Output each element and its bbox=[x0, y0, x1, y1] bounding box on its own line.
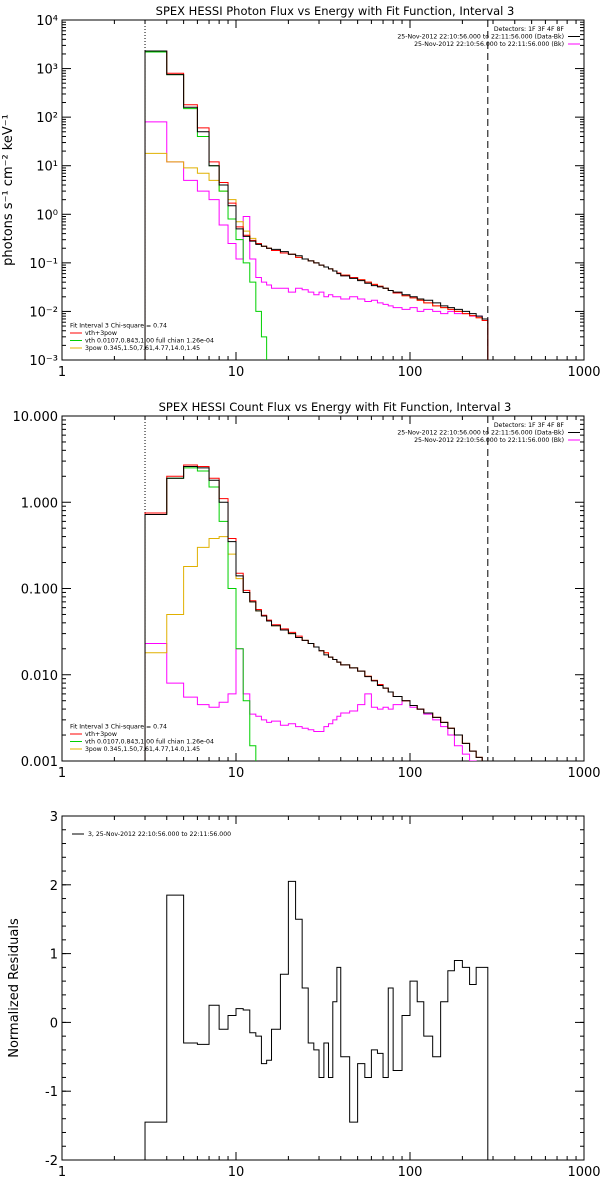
legend-bottom-left-entry: Fit Interval 3 Chi-square = 0.74 bbox=[70, 323, 167, 330]
legend-bottom-left-entry: vth+3pow bbox=[85, 731, 117, 738]
photon-flux-panel: SPEX HESSI Photon Flux vs Energy with Fi… bbox=[1, 4, 585, 361]
y-tick-label: 2 bbox=[50, 879, 58, 894]
x-tick-label: 10 bbox=[228, 766, 245, 781]
legend-top-right-entry: 25-Nov-2012 22:10:56.000 to 22:11:56.000… bbox=[397, 430, 564, 437]
residuals-y-axis-label: Normalized Residuals bbox=[7, 918, 22, 1058]
series-vth-3pow bbox=[144, 50, 489, 360]
y-tick-label: 10¹ bbox=[36, 160, 58, 175]
legend-top-right-entry: 25-Nov-2012 22:10:56.000 to 22:11:56.000… bbox=[397, 34, 564, 41]
photon-plot-frame bbox=[61, 19, 585, 361]
x-tick-label: 1000 bbox=[567, 365, 600, 380]
x-tick-label: 100 bbox=[398, 365, 423, 380]
x-tick-label: 1 bbox=[58, 365, 66, 380]
chart-count-marks: 1 10 100 1000 0.001 0.010 0.100 1.000 10.000 Dete… bbox=[13, 410, 600, 781]
y-tick-label: 0.010 bbox=[21, 669, 58, 684]
x-tick-label: 10 bbox=[228, 1165, 245, 1180]
series-3-25-nov-2012-22-10-56-000-to-22-11-56-000 bbox=[144, 880, 489, 1160]
x-tick-label: 1 bbox=[58, 766, 66, 781]
count-plot-frame bbox=[61, 415, 585, 762]
series-vth bbox=[144, 467, 489, 761]
chart-count-series bbox=[144, 464, 489, 761]
y-tick-label: 0.001 bbox=[21, 755, 58, 770]
y-tick-label: -1 bbox=[45, 1085, 58, 1100]
series-data-bk bbox=[144, 50, 489, 360]
y-tick-label: 1 bbox=[50, 948, 58, 963]
y-tick-label: 3 bbox=[50, 810, 58, 825]
chart-resid-series bbox=[144, 880, 489, 1160]
legend-top-left-entry: 3, 25-Nov-2012 22:10:56.000 to 22:11:56.… bbox=[88, 831, 231, 838]
legend-bottom-left-entry: vth 0.0107,0.843,1.00 full chian 1.26e-0… bbox=[85, 338, 214, 345]
series-3pow bbox=[144, 536, 488, 761]
count-flux-panel: SPEX HESSI Count Flux vs Energy with Fit… bbox=[61, 400, 585, 762]
y-tick-label: -2 bbox=[45, 1154, 58, 1169]
series-vth bbox=[144, 51, 489, 360]
x-tick-label: 1 bbox=[58, 1165, 66, 1180]
legend-bottom-left-entry: Fit Interval 3 Chi-square = 0.74 bbox=[70, 724, 167, 731]
legend-bottom-left-entry: 3pow 0.345,1.50,7.61,4.77,14.0,1.45 bbox=[85, 345, 200, 352]
y-tick-label: 0 bbox=[50, 1016, 58, 1031]
y-tick-label: 10² bbox=[36, 111, 58, 126]
legend-top-right-entry: 25-Nov-2012 22:10:56.000 to 22:11:56.000… bbox=[414, 41, 564, 48]
chart-photon-marks: 1 10 100 1000 10⁻³ 10⁻² 10⁻¹ 10⁰ 10¹ 10² 10³ 10⁴ Det… bbox=[29, 14, 600, 380]
photon-panel-title: SPEX HESSI Photon Flux vs Energy with Fi… bbox=[156, 4, 515, 18]
series-data-bk bbox=[144, 465, 488, 761]
y-tick-label: 10⁻² bbox=[29, 305, 58, 320]
y-tick-label: 10⁻¹ bbox=[29, 257, 58, 272]
y-tick-label: 10.000 bbox=[13, 410, 59, 425]
chart-photon-series bbox=[144, 50, 489, 360]
x-tick-label: 10 bbox=[228, 365, 245, 380]
x-tick-label: 100 bbox=[398, 766, 423, 781]
chart-resid-marks: 1 10 100 1000 -2 -1 0 1 2 3 3, 25-Nov-2012 22:10:5… bbox=[45, 810, 600, 1180]
photon-y-axis-label: photons s⁻¹ cm⁻² keV⁻¹ bbox=[1, 114, 16, 266]
y-tick-label: 10⁻³ bbox=[29, 354, 58, 369]
legend-top-right-entry: Detectors: 1F 3F 4F 8F bbox=[494, 422, 565, 429]
legend-top-right-entry: Detectors: 1F 3F 4F 8F bbox=[494, 26, 565, 33]
y-tick-label: 10⁴ bbox=[36, 14, 58, 29]
count-panel-title: SPEX HESSI Count Flux vs Energy with Fit… bbox=[159, 400, 512, 414]
legend-bottom-left-entry: vth+3pow bbox=[85, 330, 117, 337]
y-tick-label: 0.100 bbox=[21, 583, 58, 598]
x-tick-label: 1000 bbox=[567, 1165, 600, 1180]
residuals-plot-frame bbox=[61, 815, 585, 1161]
legend-bottom-left-entry: 3pow 0.345,1.50,7.61,4.77,14.0,1.45 bbox=[85, 746, 200, 753]
residuals-panel: Normalized Residuals bbox=[7, 815, 585, 1161]
series-bk bbox=[144, 121, 489, 360]
x-tick-label: 1000 bbox=[567, 766, 600, 781]
y-tick-label: 10⁰ bbox=[36, 208, 58, 223]
series-vth-3pow bbox=[144, 464, 488, 761]
legend-bottom-left-entry: vth 0.0107,0.843,1.00 full chian 1.26e-0… bbox=[85, 739, 214, 746]
legend-top-right-entry: 25-Nov-2012 22:10:56.000 to 22:11:56.000… bbox=[414, 437, 564, 444]
y-tick-label: 1.000 bbox=[21, 496, 58, 511]
x-tick-label: 100 bbox=[398, 1165, 423, 1180]
series-3pow bbox=[144, 152, 489, 360]
y-tick-label: 10³ bbox=[36, 63, 58, 78]
